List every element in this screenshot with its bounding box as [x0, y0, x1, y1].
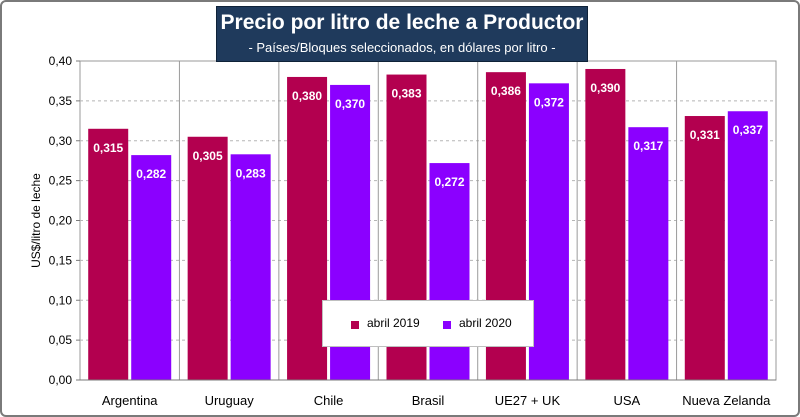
data-label: 0,317 [633, 139, 663, 153]
y-tick-label: 0,00 [49, 373, 73, 387]
data-label: 0,272 [434, 175, 464, 189]
bar-2020 [528, 83, 569, 380]
x-tick-label: Uruguay [205, 393, 255, 408]
x-tick-label: USA [613, 393, 640, 408]
bar-2020 [429, 163, 470, 380]
legend-swatch-2019 [351, 321, 359, 329]
legend-label-2019: abril 2019 [367, 316, 420, 330]
data-label: 0,337 [733, 123, 763, 137]
x-tick-label: Brasil [412, 393, 445, 408]
legend-label-2020: abril 2020 [459, 316, 512, 330]
data-label: 0,390 [590, 81, 620, 95]
chart-subtitle: - Países/Bloques seleccionados, en dólar… [248, 40, 556, 55]
y-axis-label: US$/litro de leche [29, 173, 43, 268]
y-tick-label: 0,40 [49, 54, 73, 68]
chart-title: Precio por litro de leche a Productor [220, 11, 584, 34]
x-tick-label: Chile [314, 393, 344, 408]
data-label: 0,283 [236, 166, 266, 180]
y-tick-label: 0,30 [49, 134, 73, 148]
data-label: 0,372 [534, 95, 564, 109]
y-tick-label: 0,25 [49, 174, 73, 188]
data-label: 0,305 [193, 149, 223, 163]
y-tick-label: 0,15 [49, 253, 73, 267]
y-tick-label: 0,20 [49, 214, 73, 228]
data-label: 0,331 [690, 128, 720, 142]
data-label: 0,386 [491, 84, 521, 98]
bar-2019 [287, 76, 328, 380]
bar-2019 [684, 116, 725, 380]
data-label: 0,380 [292, 89, 322, 103]
x-tick-label: Nueva Zelanda [682, 393, 771, 408]
bar-2020 [727, 111, 768, 381]
data-label: 0,370 [335, 97, 365, 111]
bar-2019 [88, 128, 129, 380]
bar-2019 [585, 68, 626, 380]
x-tick-label: Argentina [102, 393, 158, 408]
bar-2020 [131, 155, 172, 380]
y-tick-label: 0,05 [49, 333, 73, 347]
y-tick-label: 0,10 [49, 293, 73, 307]
bar-2019 [187, 136, 228, 380]
y-tick-label: 0,35 [49, 94, 73, 108]
bar-2020 [628, 127, 669, 380]
x-tick-label: UE27 + UK [495, 393, 561, 408]
bar-2020 [230, 154, 271, 380]
legend-swatch-2020 [443, 321, 451, 329]
data-label: 0,315 [93, 141, 123, 155]
data-label: 0,282 [136, 167, 166, 181]
data-label: 0,383 [391, 87, 421, 101]
legend: abril 2019 abril 2020 [322, 300, 534, 347]
title-box: Precio por litro de leche a Productor - … [216, 6, 588, 62]
